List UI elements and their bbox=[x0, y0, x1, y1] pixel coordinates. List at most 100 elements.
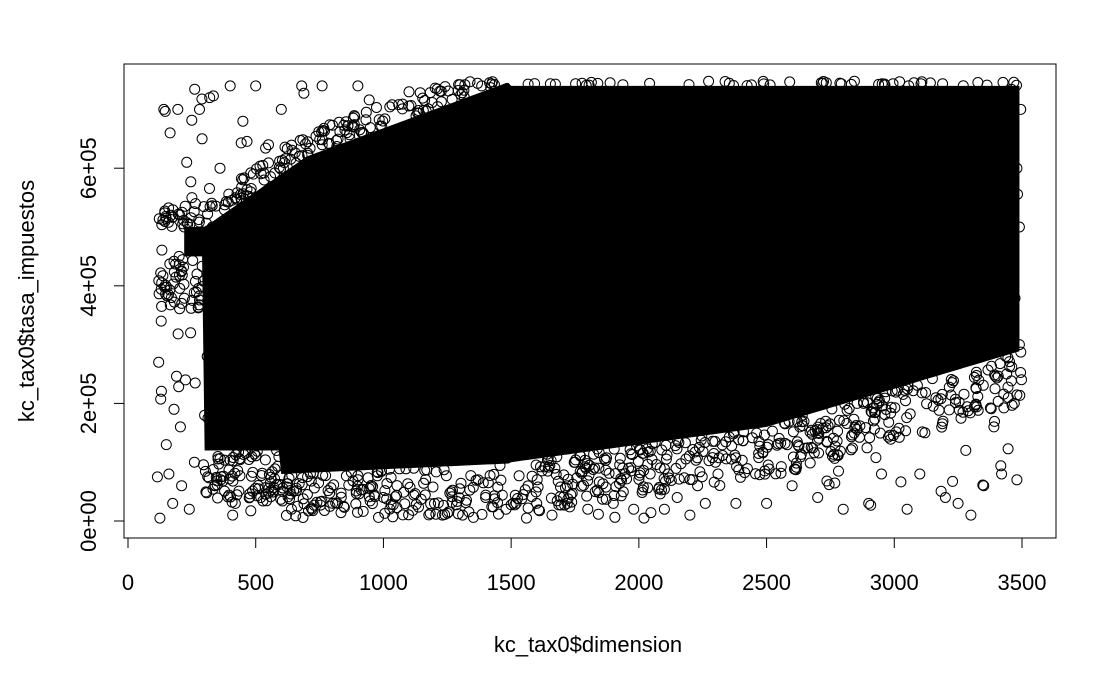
data-point bbox=[316, 80, 328, 92]
data-point bbox=[290, 246, 302, 258]
data-point bbox=[787, 243, 798, 255]
data-point bbox=[608, 443, 620, 455]
data-point bbox=[761, 441, 773, 453]
data-point bbox=[557, 372, 569, 384]
data-point bbox=[544, 78, 556, 90]
data-point bbox=[492, 497, 503, 509]
data-point bbox=[553, 499, 565, 511]
data-point bbox=[764, 79, 776, 91]
data-point bbox=[817, 422, 829, 434]
data-point bbox=[341, 127, 353, 139]
data-point bbox=[455, 477, 467, 489]
data-point bbox=[263, 139, 274, 151]
data-point bbox=[245, 505, 257, 517]
data-point bbox=[297, 134, 309, 146]
data-point bbox=[873, 78, 885, 90]
data-point bbox=[693, 441, 705, 453]
data-point bbox=[617, 79, 629, 91]
data-point bbox=[833, 465, 844, 477]
data-point bbox=[476, 508, 488, 520]
data-point bbox=[297, 493, 309, 505]
data-point bbox=[219, 485, 231, 497]
data-point bbox=[278, 157, 290, 169]
data-point bbox=[277, 162, 289, 174]
data-point bbox=[237, 115, 249, 127]
data-point bbox=[786, 480, 798, 492]
data-point bbox=[292, 500, 304, 512]
data-point bbox=[446, 491, 458, 503]
data-point bbox=[680, 216, 692, 228]
data-point bbox=[243, 492, 255, 504]
data-point bbox=[196, 133, 208, 145]
data-point bbox=[517, 489, 529, 501]
data-point bbox=[786, 110, 798, 122]
data-point bbox=[185, 176, 197, 188]
data-point bbox=[952, 497, 964, 509]
data-point bbox=[568, 456, 580, 468]
data-point bbox=[224, 80, 236, 92]
data-point bbox=[452, 508, 464, 520]
data-point bbox=[340, 470, 352, 482]
data-point bbox=[440, 470, 452, 482]
data-point bbox=[957, 80, 969, 92]
data-point bbox=[757, 75, 769, 87]
data-point bbox=[600, 464, 612, 476]
data-point bbox=[332, 497, 343, 509]
data-point bbox=[980, 261, 992, 273]
data-point bbox=[297, 472, 309, 484]
data-point bbox=[849, 421, 861, 433]
data-point bbox=[522, 94, 534, 106]
data-point bbox=[636, 487, 648, 498]
data-point bbox=[671, 443, 683, 455]
data-point bbox=[269, 167, 281, 179]
data-point bbox=[935, 485, 947, 497]
data-point bbox=[551, 451, 563, 463]
data-point bbox=[771, 439, 783, 451]
data-point bbox=[178, 292, 190, 304]
data-point bbox=[299, 461, 311, 473]
data-point bbox=[188, 456, 200, 468]
data-point bbox=[1002, 443, 1014, 455]
data-point bbox=[178, 221, 190, 233]
data-point bbox=[304, 353, 316, 365]
data-point bbox=[357, 505, 369, 517]
data-point bbox=[558, 469, 570, 481]
data-point bbox=[379, 113, 391, 125]
data-point bbox=[638, 512, 650, 524]
data-point bbox=[320, 470, 332, 482]
data-point bbox=[179, 200, 191, 212]
data-point bbox=[352, 80, 364, 92]
data-point bbox=[866, 406, 878, 418]
data-point bbox=[220, 427, 232, 439]
data-point bbox=[751, 427, 763, 439]
data-point bbox=[286, 139, 298, 151]
data-point bbox=[159, 105, 171, 117]
data-point bbox=[843, 403, 855, 414]
data-point bbox=[949, 393, 961, 405]
data-point bbox=[400, 463, 412, 475]
data-point bbox=[250, 163, 262, 175]
data-point bbox=[439, 81, 451, 93]
data-point bbox=[500, 503, 512, 515]
data-point bbox=[455, 190, 467, 202]
data-point bbox=[156, 277, 168, 289]
data-point bbox=[199, 409, 211, 421]
data-point bbox=[984, 402, 996, 414]
data-point bbox=[884, 429, 896, 441]
data-point bbox=[290, 482, 302, 494]
data-point bbox=[822, 246, 834, 258]
data-point bbox=[172, 328, 184, 340]
data-point bbox=[699, 497, 711, 509]
data-point bbox=[562, 473, 574, 485]
data-point bbox=[196, 260, 208, 272]
data-point bbox=[817, 77, 829, 89]
data-point bbox=[737, 141, 749, 153]
data-point bbox=[583, 255, 594, 267]
data-point bbox=[875, 291, 887, 303]
data-point bbox=[164, 284, 176, 296]
data-point bbox=[770, 468, 782, 480]
data-point bbox=[453, 126, 465, 138]
data-point bbox=[227, 452, 239, 463]
data-point bbox=[634, 467, 646, 479]
